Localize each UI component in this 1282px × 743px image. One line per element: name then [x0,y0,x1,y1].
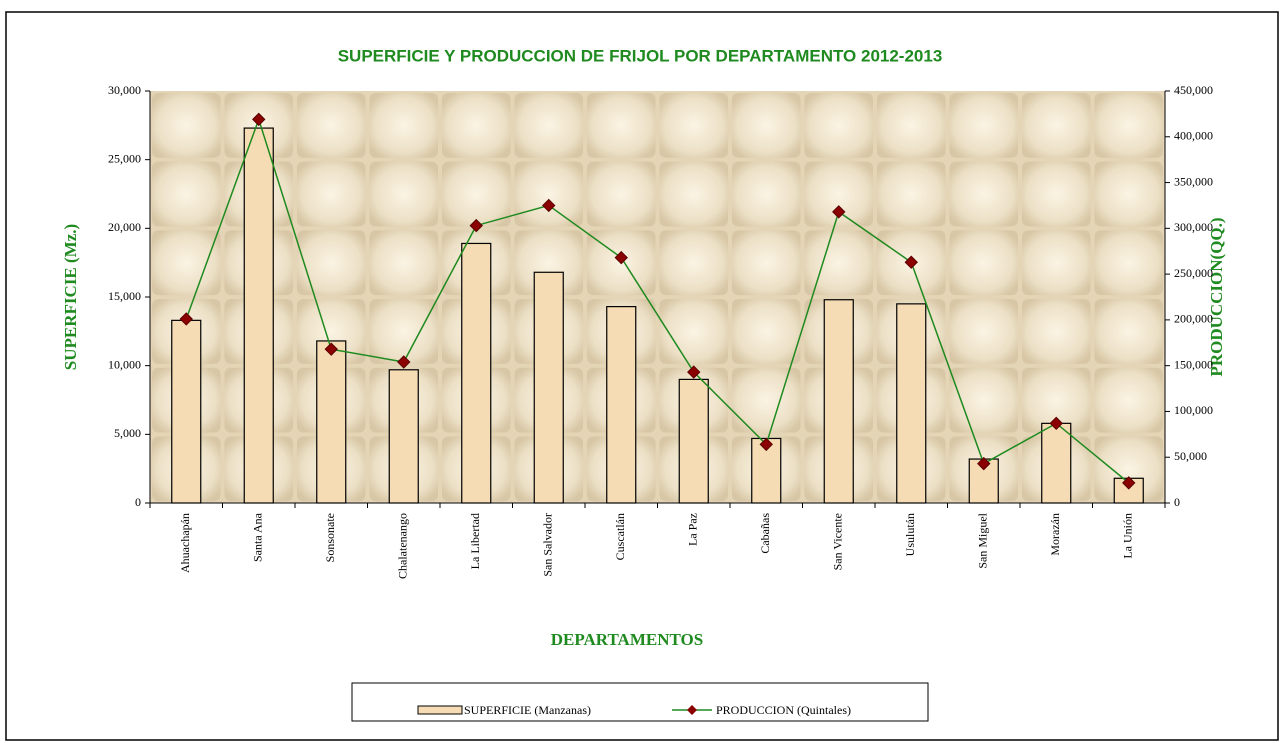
y-tick-label: 25,000 [108,151,141,165]
x-tick-label: La Paz [686,513,700,546]
x-axis-label: DEPARTAMENTOS [551,630,703,649]
y2-tick-label: 300,000 [1174,220,1213,234]
marker [542,198,556,213]
y2-tick-label: 100,000 [1174,403,1213,417]
marker [324,342,338,356]
marker [832,205,846,219]
legend-swatch [417,705,463,715]
bar [823,299,854,504]
marker [179,312,193,326]
legend-box [351,682,929,722]
bar [896,303,927,504]
marker [687,365,701,379]
y2-tick-label: 0 [1174,495,1180,509]
marker [977,456,991,471]
legend-marker [687,705,697,715]
y2-tick-label: 50,000 [1174,449,1207,463]
legend-label: PRODUCCION (Quintales) [716,703,851,717]
x-tick-label: San Vicente [831,513,845,570]
bar [316,340,347,504]
y-tick-label: 20,000 [108,220,141,234]
marker [469,218,483,233]
y2-axis-label: PRODUCCION(QQ.) [1207,217,1226,376]
chart-title: SUPERFICIE Y PRODUCCION DE FRIJOL POR DE… [338,46,943,65]
marker [397,355,411,369]
bar [388,369,419,504]
x-tick-label: Chalatenango [396,513,410,579]
legend-label: SUPERFICIE (Manzanas) [464,703,591,717]
bar [533,271,564,504]
marker [252,112,266,127]
bar [606,306,637,504]
marker [1122,476,1136,490]
x-tick-label: San Miguel [976,512,990,568]
y-tick-label: 30,000 [108,83,141,97]
x-tick-label: San Salvador [541,513,555,577]
x-tick-label: Sonsonate [323,513,337,562]
marker [1049,416,1063,431]
bar [1041,422,1072,504]
marker [614,250,628,265]
bar [243,127,274,504]
y2-tick-label: 450,000 [1174,83,1213,97]
bar [171,319,202,504]
x-tick-label: Ahuachapán [178,513,192,573]
y2-tick-label: 200,000 [1174,312,1213,326]
line [185,117,1130,484]
y2-tick-label: 150,000 [1174,357,1213,371]
x-tick-label: Morazán [1048,513,1062,556]
y2-tick-label: 350,000 [1174,174,1213,188]
y-tick-label: 5,000 [114,426,141,440]
x-tick-label: La Libertad [468,513,482,569]
y-tick-label: 0 [135,495,141,509]
x-tick-label: La Unión [1121,513,1135,559]
plot-background [150,91,1165,503]
x-tick-label: Santa Ana [251,512,265,562]
y2-tick-label: 250,000 [1174,266,1213,280]
y-tick-label: 10,000 [108,357,141,371]
bar [678,378,709,504]
x-tick-label: Cabañas [758,513,772,554]
x-tick-label: Usulután [903,513,917,556]
y2-tick-label: 400,000 [1174,129,1213,143]
y-axis-label: SUPERFICIE (Mz.) [61,224,80,370]
bar [461,242,492,504]
y-tick-label: 15,000 [108,289,141,303]
marker [759,437,773,452]
marker [904,255,918,269]
x-tick-label: Cuscatlán [613,513,627,560]
